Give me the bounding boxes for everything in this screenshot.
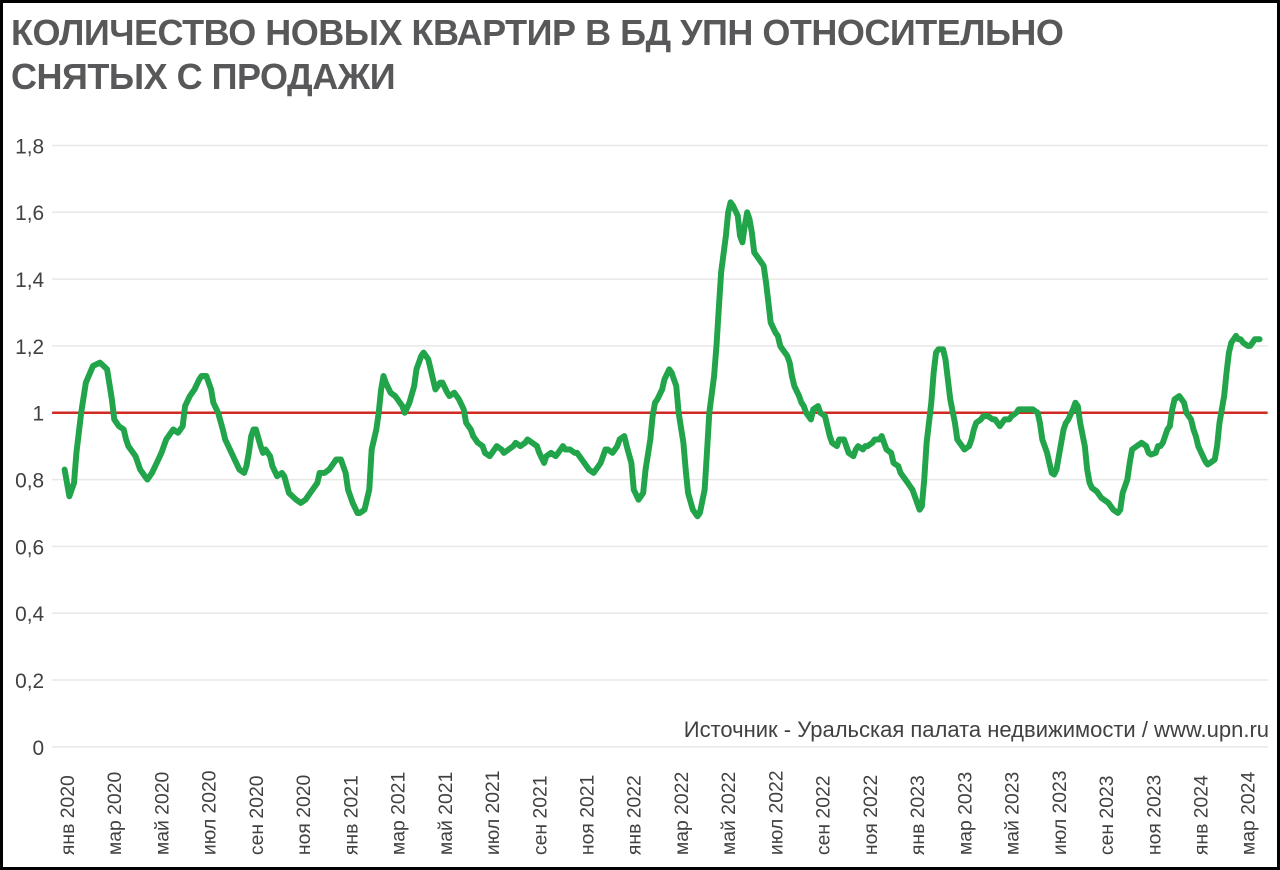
- x-tick-label: янв 2024: [1190, 775, 1212, 855]
- x-tick-label: сен 2023: [1096, 775, 1118, 855]
- x-tick-label: ноя 2023: [1143, 775, 1165, 855]
- x-tick-label: ноя 2021: [576, 775, 598, 855]
- x-tick-label: янв 2021: [340, 775, 362, 855]
- chart-canvas: 1,8 1,6 1,4 1,2 1 0,8 0,6 0,4 0,2 0 янв 2020 мар 20…: [15, 135, 1268, 856]
- x-tick-label: мар 2024: [1238, 772, 1260, 856]
- x-tick-label: май 2023: [1002, 772, 1024, 855]
- x-tick-label: мар 2021: [388, 772, 410, 855]
- x-tick-label: мар 2020: [104, 772, 126, 856]
- chart-title: КОЛИЧЕСТВО НОВЫХ КВАРТИР В БД УПН ОТНОСИ…: [11, 11, 1064, 99]
- x-tick-label: сен 2022: [813, 775, 835, 855]
- data-series-line: [61, 199, 1263, 520]
- y-tick-label: 0,2: [15, 670, 44, 693]
- x-tick-label: июл 2022: [765, 770, 787, 855]
- y-tick-label: 0,6: [15, 536, 44, 559]
- y-tick-label: 1,6: [15, 202, 44, 225]
- y-tick-label: 0: [33, 737, 45, 760]
- x-tick-label: янв 2022: [624, 775, 646, 855]
- y-tick-label: 1,8: [15, 135, 44, 158]
- x-tick-label: мар 2023: [954, 772, 976, 855]
- x-tick-label: янв 2020: [57, 775, 79, 855]
- y-tick-label: 1,2: [15, 336, 44, 359]
- x-tick-label: ноя 2022: [860, 775, 882, 855]
- x-tick-label: май 2022: [718, 772, 740, 855]
- x-tick-label: май 2020: [151, 772, 173, 856]
- x-tick-label: мар 2022: [671, 772, 693, 855]
- x-tick-label: янв 2023: [907, 775, 929, 855]
- chart-title-line-2: СНЯТЫХ С ПРОДАЖИ: [11, 56, 396, 97]
- chart-title-line-1: КОЛИЧЕСТВО НОВЫХ КВАРТИР В БД УПН ОТНОСИ…: [11, 12, 1064, 53]
- y-tick-label: 1: [33, 403, 45, 426]
- x-tick-label: ноя 2020: [293, 774, 315, 855]
- y-tick-label: 0,8: [15, 470, 44, 493]
- x-tick-label: май 2021: [435, 772, 457, 855]
- x-tick-label: сен 2021: [529, 775, 551, 855]
- y-tick-label: 0,4: [15, 603, 44, 626]
- x-tick-label: июл 2020: [199, 770, 221, 855]
- x-tick-label: июл 2023: [1049, 770, 1071, 855]
- source-note: Источник - Уральская палата недвижимости…: [683, 717, 1269, 742]
- x-tick-label: сен 2020: [246, 775, 268, 855]
- x-tick-label: июл 2021: [482, 770, 504, 855]
- y-tick-label: 1,4: [15, 269, 44, 292]
